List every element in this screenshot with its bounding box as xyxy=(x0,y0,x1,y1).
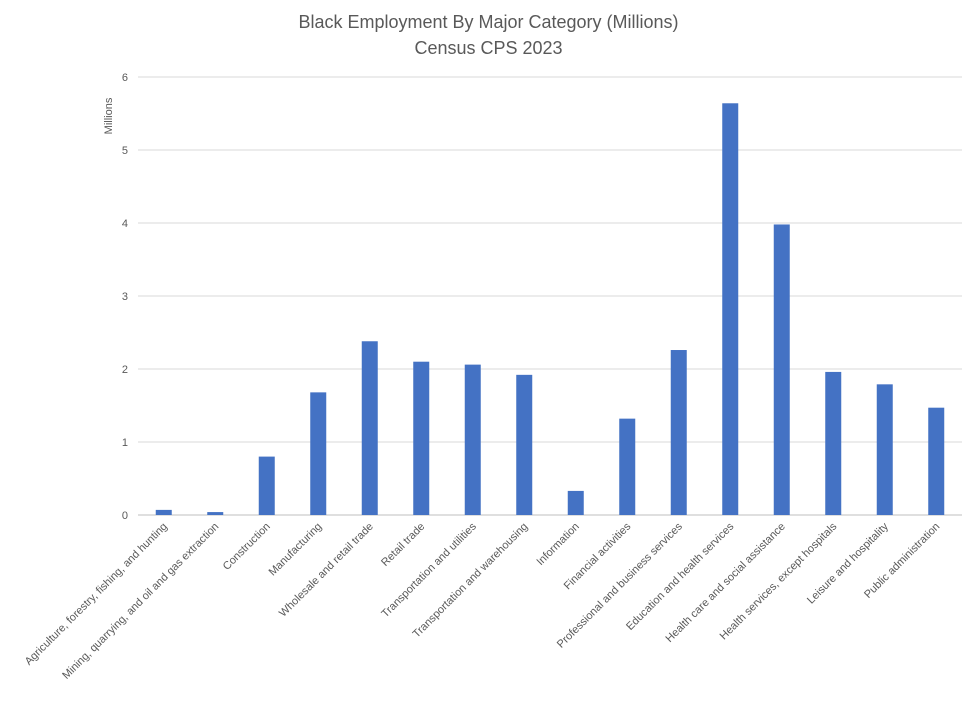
bar xyxy=(722,103,739,515)
y-tick-label: 3 xyxy=(122,291,128,303)
y-tick-label: 4 xyxy=(122,218,128,230)
bar xyxy=(413,361,430,515)
bar xyxy=(516,374,533,515)
bar xyxy=(155,509,172,515)
bar xyxy=(567,490,584,515)
y-axis-title: Millions xyxy=(103,97,115,134)
x-category-label: Wholesale and retail trade xyxy=(277,521,376,620)
x-category-label: Transportation and utilities xyxy=(379,520,479,620)
bar xyxy=(825,371,842,515)
y-tick-label: 5 xyxy=(122,145,128,157)
y-tick-label: 2 xyxy=(122,364,128,376)
bar xyxy=(928,407,945,515)
bar xyxy=(361,341,378,515)
bar xyxy=(876,384,893,515)
y-tick-label: 0 xyxy=(122,510,128,522)
chart-title: Black Employment By Major Category (Mill… xyxy=(298,12,679,32)
x-category-label: Information xyxy=(534,521,581,568)
bar xyxy=(258,456,275,515)
y-tick-label: 6 xyxy=(122,72,128,84)
x-category-label: Retail trade xyxy=(379,521,427,569)
bar xyxy=(207,512,224,515)
bar xyxy=(773,224,790,515)
bar xyxy=(670,350,687,515)
bar xyxy=(464,364,481,515)
bar xyxy=(310,392,327,515)
chart-subtitle: Census CPS 2023 xyxy=(414,38,563,58)
x-category-label: Manufacturing xyxy=(267,521,325,579)
x-category-label: Transportation and warehousing xyxy=(411,521,531,641)
x-category-label: Education and health services xyxy=(624,520,737,633)
x-category-label: Construction xyxy=(221,521,273,573)
y-tick-label: 1 xyxy=(122,437,128,449)
bar xyxy=(619,418,636,515)
